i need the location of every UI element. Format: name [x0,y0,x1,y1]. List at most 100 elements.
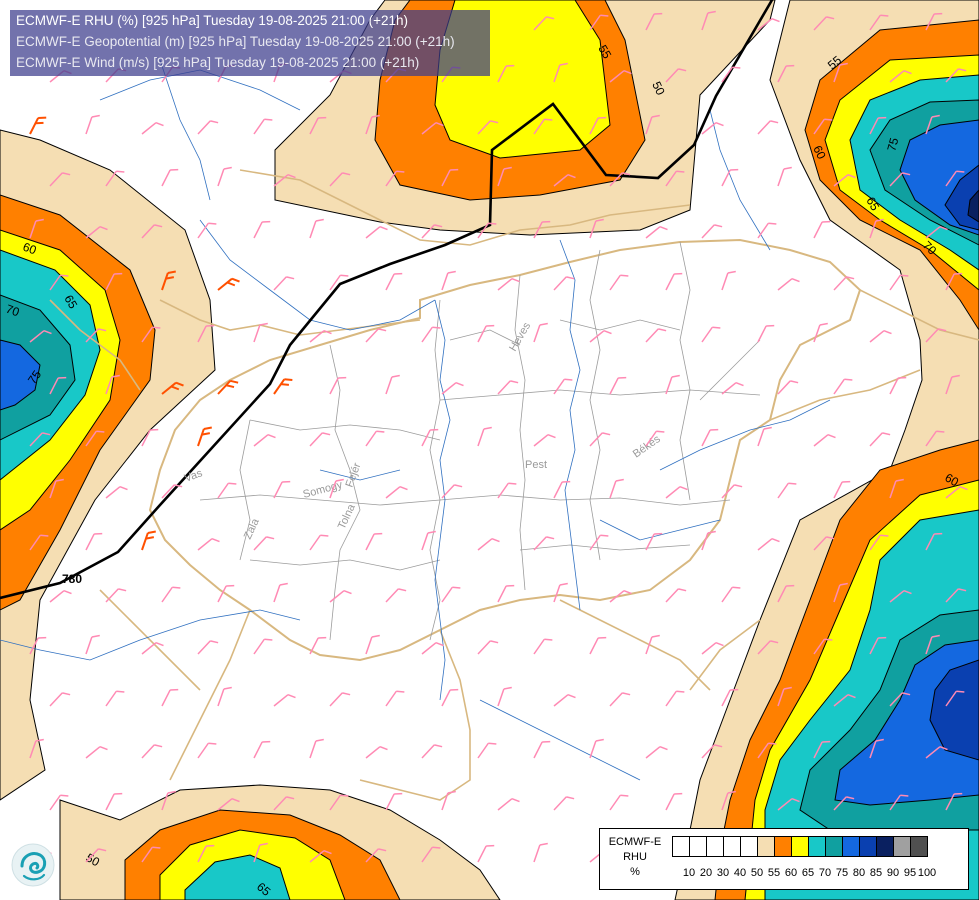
wind-barb [49,478,64,499]
color-legend: ECMWF-E RHU % 10 20 30 40 50 55 60 65 70 75 80 85 90… [599,828,969,890]
wind-barb [889,172,911,187]
wind-barb [273,582,288,603]
region-label-bekes: Békés [631,433,663,461]
wind-barb [29,432,51,447]
wind-barb [253,220,271,239]
wind-barb [477,640,499,655]
wind-barb [757,742,777,759]
wind-barb [645,430,665,447]
legend-swatch [808,836,826,857]
wind-barb [85,634,100,655]
wind-barb [925,225,948,239]
wind-barb [833,378,853,395]
wind-barb [813,220,831,239]
wind-barb [421,530,436,551]
wind-barb [701,224,723,239]
wind-barb [869,218,884,239]
wind-barb [329,274,349,291]
wind-barb [609,274,629,291]
region-label-fejer: Fejér [344,461,364,489]
wind-barb [49,589,72,603]
wind-barb [421,121,444,135]
wind-barb [609,172,631,187]
wind-barb [385,792,403,811]
wind-barb [497,166,512,187]
neighbour-borders [49,169,979,801]
wind-barb [197,640,219,655]
legend-swatch [876,836,894,857]
wind-barb [365,328,387,343]
wind-barb [553,693,576,707]
wind-barb [477,222,497,239]
wind-barb [721,270,736,291]
wind-barb [273,378,293,395]
wind-barb [869,329,892,343]
wind-barb [869,432,891,447]
wind-barb [609,69,632,83]
wind-barb [533,740,551,759]
wind-barb [329,478,344,499]
legend-tick-label: 85 [869,867,883,879]
wind-barb [609,692,631,707]
wind-barb [497,797,520,811]
region-label-tolna: Tolna [336,502,358,532]
country-border [148,238,862,662]
legend-title-line: ECMWF-E [608,836,662,848]
wind-barb [197,844,215,863]
wind-barb [365,114,380,135]
region-label-zala: Zala [242,516,262,541]
legend-ticks: 10 20 30 40 50 55 60 65 70 75 80 85 90 95 100 [672,867,972,881]
wind-barb [869,738,884,759]
wind-barb [49,376,67,395]
wind-barb [85,430,105,447]
rh-label: 65 [863,195,882,214]
wind-barb [589,14,609,31]
wind-barb [141,530,156,551]
wind-barb [757,120,779,135]
title-wind: ECMWF-E Wind (m/s) [925 hPa] Tuesday 19-… [16,55,420,70]
rh-label: 50 [649,79,667,97]
rh-area-left [0,129,216,801]
wind-barb [441,586,461,603]
wind-barb [29,738,44,759]
legend-swatch [842,836,860,857]
wind-barb [273,276,295,291]
wind-barb [945,374,960,395]
ecmwf-swirl-icon [10,842,56,888]
wind-barb [665,272,683,291]
wind-barb [497,277,520,291]
wind-barb [533,433,556,447]
wind-barb [589,116,607,135]
wind-barb [757,426,772,447]
wind-barb [309,849,332,863]
wind-barb [365,634,380,655]
wind-barb [141,224,163,239]
wind-barb [49,692,71,707]
wind-barb [29,218,44,239]
region-label-vas: Vas [183,467,205,485]
legend-swatch [757,836,775,857]
wind-barb [721,790,736,811]
wind-barb [925,532,943,551]
wind-barb [833,276,855,291]
legend-tick-label: 10 [682,867,696,879]
legend-swatch [740,836,758,857]
wind-barb [945,170,965,187]
wind-barb [421,641,444,655]
wind-barb [609,589,632,603]
wind-barb [441,688,459,707]
wind-barb [105,170,125,187]
wind-barb [365,745,388,759]
wind-barb [309,534,329,551]
wind-barb [553,276,575,291]
wind-barb [777,380,799,395]
wind-barb [833,693,856,707]
legend-title-line: RHU [623,851,647,863]
wind-barb [85,745,108,759]
wind-barb [477,426,492,447]
wind-barb [869,116,887,135]
rh-label: 65 [61,293,80,312]
geopotential-label: 780 [62,572,82,586]
rh-label: 50 [84,850,103,869]
